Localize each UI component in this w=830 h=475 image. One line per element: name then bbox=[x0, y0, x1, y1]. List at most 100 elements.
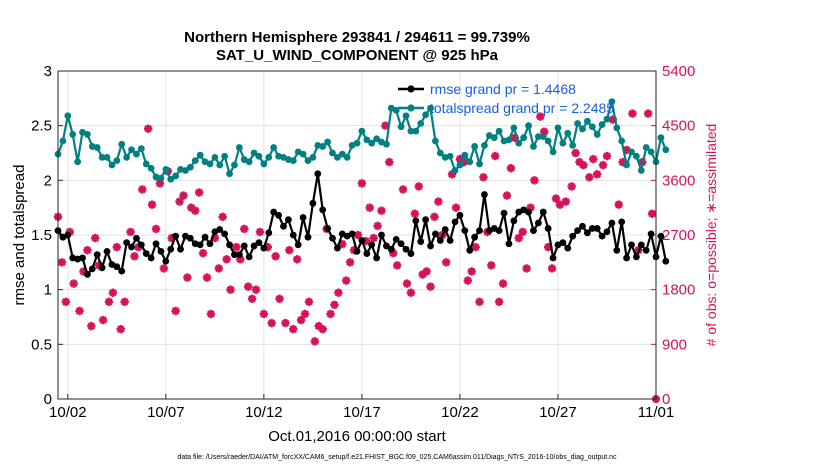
rmse-point bbox=[436, 237, 444, 244]
rmse-point bbox=[103, 248, 111, 255]
rmse-point bbox=[118, 267, 126, 275]
totalspread-point bbox=[510, 124, 518, 132]
left-axis-ticks: 0 0.5 1 1.5 2 2.5 3 bbox=[31, 63, 63, 408]
totalspread-point bbox=[226, 170, 233, 178]
totalspread-point bbox=[260, 160, 268, 168]
rmse-point bbox=[333, 244, 341, 252]
totalspread-point bbox=[598, 121, 606, 128]
obs-marker bbox=[643, 109, 653, 118]
obs-marker bbox=[267, 318, 276, 328]
totalspread-point bbox=[319, 143, 327, 150]
totalspread-point bbox=[539, 133, 547, 141]
obs-marker bbox=[330, 300, 339, 310]
x-tick-label: 10/17 bbox=[343, 404, 381, 421]
obs-marker bbox=[138, 185, 147, 194]
obs-marker bbox=[426, 282, 435, 291]
obs-marker bbox=[430, 212, 439, 221]
right-tick-label: 5400 bbox=[662, 63, 695, 80]
obs-marker bbox=[179, 191, 188, 200]
rmse-point bbox=[84, 270, 91, 278]
obs-marker bbox=[518, 227, 527, 237]
rmse-point bbox=[206, 240, 214, 248]
obs-marker bbox=[410, 209, 420, 218]
totalspread-point bbox=[520, 134, 528, 142]
rmse-point bbox=[471, 233, 479, 241]
totalspread-point bbox=[412, 127, 420, 135]
rmse-point bbox=[539, 208, 547, 216]
rmse-point bbox=[412, 217, 420, 225]
rmse-point bbox=[133, 234, 140, 242]
rmse-point bbox=[583, 229, 591, 237]
totalspread-point bbox=[186, 163, 194, 171]
totalspread-point bbox=[632, 152, 640, 160]
plot-frame bbox=[57, 70, 657, 400]
totalspread-point bbox=[64, 112, 72, 120]
rmse-point bbox=[221, 230, 229, 238]
obs-marker bbox=[259, 309, 269, 319]
obs-marker bbox=[83, 245, 92, 255]
obs-marker bbox=[183, 273, 192, 282]
obs-marker bbox=[159, 264, 169, 273]
obs-marker bbox=[585, 173, 594, 182]
obs-marker bbox=[614, 200, 623, 209]
obs-marker bbox=[471, 242, 480, 252]
obs-marker bbox=[567, 182, 576, 191]
obs-marker bbox=[422, 267, 431, 276]
rmse-point bbox=[79, 254, 86, 262]
rmse-point bbox=[270, 208, 278, 216]
obs-marker bbox=[318, 324, 327, 334]
totalspread-point bbox=[128, 146, 135, 154]
totalspread-point bbox=[338, 150, 346, 158]
rmse-point bbox=[525, 208, 532, 216]
rmse-point bbox=[451, 218, 459, 226]
rmse-point bbox=[98, 264, 106, 272]
totalspread-point bbox=[304, 157, 312, 165]
rmse-point bbox=[196, 241, 204, 249]
rmse-point bbox=[549, 254, 557, 262]
totalspread-point bbox=[495, 127, 503, 135]
obs-marker bbox=[326, 309, 335, 319]
obs-marker bbox=[108, 288, 118, 297]
obs-marker bbox=[240, 224, 249, 234]
obs-marker bbox=[112, 242, 122, 252]
obs-marker bbox=[116, 324, 125, 334]
totalspread-point bbox=[588, 123, 596, 131]
obs-marker bbox=[592, 170, 602, 179]
totalspread-point bbox=[363, 136, 371, 144]
obs-marker bbox=[392, 261, 402, 270]
rmse-point bbox=[284, 216, 292, 224]
totalspread-point bbox=[157, 174, 165, 182]
totalspread-point bbox=[461, 151, 469, 159]
rmse-point bbox=[432, 230, 439, 238]
legend-rmse-label: rmse grand pr = 1.4468 bbox=[430, 81, 576, 97]
obs-marker bbox=[151, 224, 161, 234]
totalspread-point bbox=[182, 167, 189, 174]
rmse-point bbox=[392, 235, 400, 243]
obs-marker bbox=[271, 252, 280, 261]
rmse-point bbox=[422, 216, 430, 224]
rmse-point bbox=[142, 250, 150, 257]
obs-marker bbox=[104, 297, 114, 307]
totalspread-point bbox=[608, 98, 616, 106]
totalspread-point bbox=[422, 111, 430, 119]
totalspread-point bbox=[103, 153, 111, 161]
right-tick-label: 0 bbox=[662, 391, 670, 408]
x-tick-label: 11/01 bbox=[638, 404, 674, 421]
totalspread-point bbox=[265, 153, 273, 161]
rmse-point bbox=[495, 227, 503, 235]
obs-marker bbox=[402, 279, 412, 288]
obs-marker bbox=[463, 276, 472, 285]
obs-marker bbox=[498, 279, 508, 288]
totalspread-point bbox=[118, 140, 126, 148]
rmse-point bbox=[564, 244, 572, 252]
totalspread-point bbox=[579, 125, 586, 133]
obs-marker bbox=[171, 306, 180, 316]
totalspread-point bbox=[142, 160, 150, 168]
rmse-point bbox=[569, 232, 577, 240]
obs-marker bbox=[251, 285, 261, 294]
totalspread-point bbox=[534, 133, 542, 141]
obs-marker bbox=[143, 124, 153, 133]
data-file-footer: data file: /Users/raeder/DAI/ATM_forcXX/… bbox=[177, 454, 617, 461]
totalspread-point bbox=[343, 153, 351, 161]
totalspread-point bbox=[383, 140, 390, 148]
